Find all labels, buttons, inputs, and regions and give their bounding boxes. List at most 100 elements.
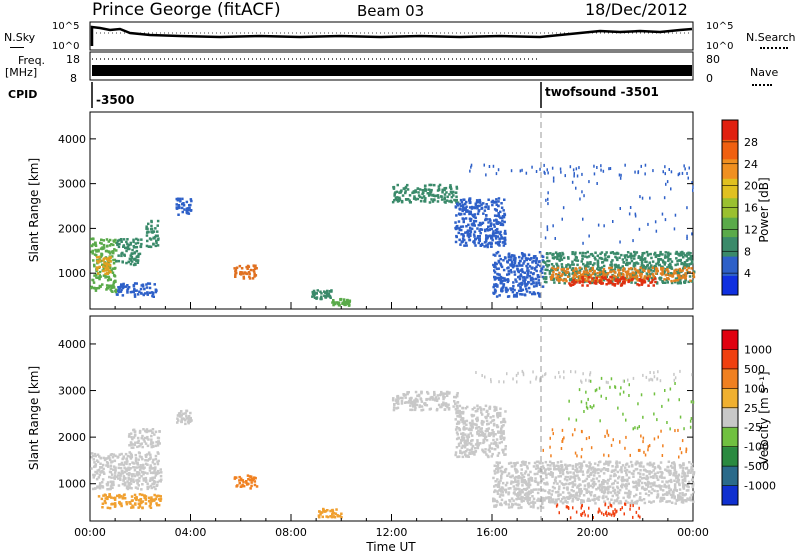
- power-echo-cell: [595, 277, 599, 280]
- velocity-echo-cell: [535, 460, 539, 464]
- power-echo-cell: [503, 240, 506, 244]
- velocity-echo-cell: [640, 477, 644, 480]
- power-echo-cell: [558, 252, 561, 255]
- power-echo-cell: [558, 258, 561, 261]
- power-echo-cell: [544, 275, 547, 279]
- velocity-echo-cell: [495, 408, 498, 411]
- velocity-echo-cell: [568, 464, 572, 467]
- power-echo-cell: [499, 210, 502, 214]
- velocity-echo-cell: [523, 479, 526, 482]
- velocity-echo-cell: [392, 408, 396, 412]
- velocity-echo-cell: [491, 452, 494, 456]
- power-echo-cell: [488, 218, 491, 221]
- power-echo-cell: [461, 208, 465, 211]
- velocity-echo-cell: [235, 485, 238, 488]
- power-echo-cell: [652, 269, 655, 273]
- velocity-echo-cell: [554, 375, 556, 379]
- power-echo-cell: [463, 238, 466, 242]
- power-echo-cell: [651, 278, 654, 282]
- power-echo-cell: [632, 273, 635, 277]
- velocity-echo-cell: [686, 471, 690, 474]
- power-echo-cell: [481, 221, 485, 225]
- velocity-echo-cell: [587, 497, 590, 501]
- velocity-echo-cell: [426, 392, 430, 395]
- power-echo-cell: [137, 252, 140, 256]
- power-echo-cell: [661, 280, 664, 283]
- velocity-echo-cell: [674, 429, 676, 433]
- velocity-echo-cell: [156, 444, 160, 447]
- power-ytick-label: 3000: [58, 178, 86, 191]
- velocity-echo-cell: [136, 436, 140, 440]
- velocity-echo-cell: [549, 467, 552, 471]
- power-echo-cell: [586, 261, 589, 264]
- power-echo-cell: [115, 293, 119, 296]
- power-echo-cell: [485, 203, 488, 206]
- velocity-echo-cell: [588, 491, 592, 495]
- velocity-echo-cell: [673, 496, 676, 500]
- velocity-echo-cell: [568, 492, 571, 495]
- power-echo-cell: [638, 279, 642, 282]
- velocity-echo-cell: [691, 484, 695, 487]
- power-echo-cell: [431, 200, 435, 203]
- power-echo-cell: [546, 225, 549, 229]
- velocity-echo-cell: [150, 486, 153, 490]
- velocity-echo-cell: [420, 405, 424, 408]
- velocity-echo-cell: [138, 452, 141, 455]
- velocity-echo-cell: [610, 513, 613, 517]
- velocity-echo-cell: [568, 417, 570, 421]
- power-echo-cell: [426, 192, 429, 195]
- velocity-echo-cell: [686, 474, 689, 477]
- velocity-echo-cell: [538, 468, 542, 471]
- power-echo-cell: [248, 275, 251, 278]
- velocity-echo-cell: [492, 499, 495, 503]
- power-echo-cell: [569, 278, 572, 281]
- velocity-echo-cell: [536, 483, 540, 486]
- power-echo-cell: [438, 183, 442, 187]
- velocity-echo-cell: [130, 495, 134, 498]
- velocity-echo-cell: [158, 479, 161, 483]
- velocity-echo-cell: [575, 496, 578, 500]
- velocity-echo-cell: [583, 410, 585, 413]
- velocity-echo-cell: [454, 453, 457, 457]
- velocity-echo-cell: [640, 393, 643, 397]
- velocity-echo-cell: [452, 405, 455, 408]
- power-echo-cell: [640, 164, 642, 168]
- velocity-echo-cell: [93, 461, 96, 464]
- velocity-echo-cell: [424, 403, 427, 407]
- power-echo-cell: [519, 273, 523, 276]
- velocity-echo-cell: [495, 424, 499, 427]
- velocity-echo-cell: [469, 432, 472, 435]
- power-echo-cell: [558, 254, 561, 258]
- velocity-echo-cell: [615, 493, 618, 497]
- velocity-echo-cell: [579, 487, 583, 491]
- velocity-echo-cell: [510, 497, 514, 500]
- power-echo-cell: [545, 263, 548, 267]
- velocity-echo-cell: [666, 481, 669, 484]
- velocity-echo-cell: [630, 472, 634, 475]
- velocity-echo-cell: [504, 447, 507, 451]
- velocity-echo-cell: [463, 420, 467, 423]
- velocity-echo-cell: [667, 469, 671, 472]
- velocity-echo-cell: [118, 501, 121, 505]
- nave-label: Nave: [750, 66, 779, 79]
- power-echo-cell: [599, 267, 602, 270]
- velocity-echo-cell: [484, 435, 488, 439]
- power-echo-cell: [178, 206, 181, 210]
- velocity-echo-cell: [94, 454, 97, 458]
- power-echo-cell: [443, 197, 446, 201]
- power-echo-cell: [531, 272, 535, 276]
- velocity-echo-cell: [138, 505, 142, 508]
- velocity-echo-cell: [614, 468, 617, 472]
- power-echo-cell: [537, 275, 541, 279]
- power-echo-cell: [492, 263, 495, 267]
- velocity-echo-cell: [632, 376, 635, 380]
- power-echo-cell: [520, 268, 524, 271]
- velocity-echo-cell: [522, 487, 526, 491]
- power-echo-cell: [613, 274, 616, 278]
- velocity-echo-cell: [527, 482, 530, 485]
- power-echo-cell: [496, 231, 499, 234]
- power-echo-cell: [681, 269, 684, 272]
- power-echo-cell: [245, 265, 248, 269]
- velocity-echo-cell: [437, 403, 441, 407]
